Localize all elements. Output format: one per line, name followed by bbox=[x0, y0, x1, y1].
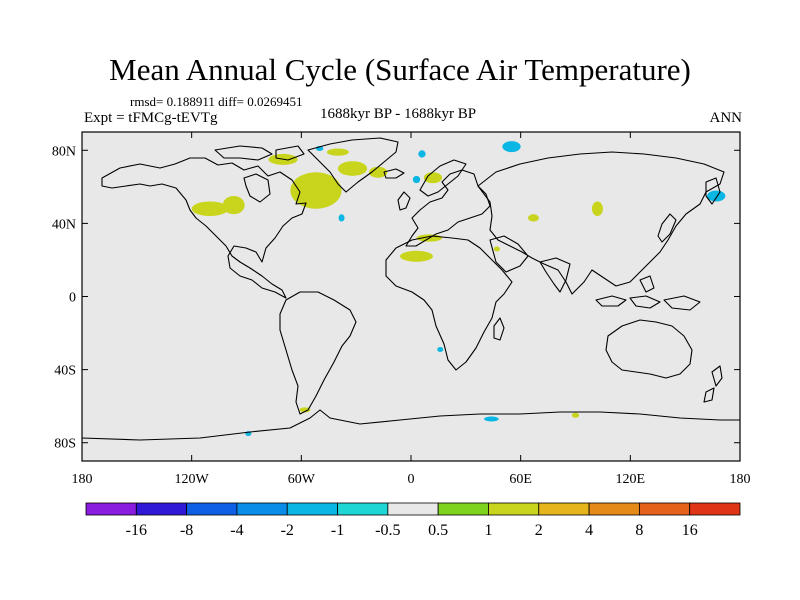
colorbar-label: -2 bbox=[281, 522, 294, 539]
lon-tick-label: 60W bbox=[288, 472, 316, 487]
colorbar-swatch bbox=[286, 502, 338, 516]
colorbar-swatch bbox=[135, 502, 188, 516]
anomaly-layer bbox=[191, 141, 726, 437]
colorbar-swatch bbox=[387, 502, 439, 516]
anomaly-north-america-central bbox=[222, 195, 245, 215]
lon-tick-label: 120E bbox=[616, 472, 646, 487]
anomaly-antarctic-indian-cool bbox=[484, 416, 499, 422]
map-frame-group: 180 120W 60W 0 60E 120E 180 80N 40N 0 40S 80S -16 -8… bbox=[52, 131, 751, 539]
colorbar-label: 16 bbox=[682, 522, 698, 539]
coast-south-america bbox=[279, 291, 357, 415]
coast-madagascar bbox=[493, 317, 505, 341]
anomaly-labrador-sea-edge bbox=[290, 172, 342, 209]
lon-tick-label: 0 bbox=[408, 472, 415, 487]
coast-arabia bbox=[489, 235, 529, 273]
lat-tick-label: 80N bbox=[52, 144, 76, 159]
lat-tick-label: 40N bbox=[52, 217, 76, 232]
coast-kamchatka bbox=[705, 177, 721, 205]
colorbar-swatch bbox=[638, 502, 691, 516]
anomaly-atlantic-cool bbox=[338, 214, 345, 222]
rmsd-diff-stats: rmsd= 0.188911 diff= 0.0269451 bbox=[130, 94, 303, 109]
lat-tick-label: 0 bbox=[69, 291, 76, 306]
colorbar-swatch bbox=[337, 502, 389, 516]
experiment-label: Expt = tFMCg-tEVTg bbox=[84, 110, 218, 126]
colorbar-swatch bbox=[186, 502, 238, 516]
anomaly-norway-cool bbox=[412, 175, 421, 184]
anomaly-east-asia bbox=[591, 201, 603, 217]
anomaly-scandinavia bbox=[423, 172, 443, 184]
coast-new-guinea bbox=[663, 295, 701, 311]
coast-indonesia bbox=[595, 275, 661, 309]
colorbar-swatch bbox=[488, 502, 540, 516]
coast-africa bbox=[385, 235, 513, 371]
coast-iceland bbox=[383, 168, 405, 179]
lon-tick-label: 180 bbox=[72, 472, 93, 487]
colorbar-swatch bbox=[437, 502, 489, 516]
colorbar-label: -16 bbox=[126, 522, 147, 539]
coast-greenland bbox=[307, 137, 399, 193]
lon-tick-label: 60E bbox=[509, 472, 532, 487]
coast-japan bbox=[657, 213, 677, 243]
colorbar-label: 8 bbox=[635, 522, 643, 539]
anomaly-southern-ocean-weddell bbox=[299, 407, 311, 413]
anomaly-central-asia bbox=[527, 214, 539, 222]
colorbar-label: 4 bbox=[585, 522, 593, 539]
colorbar-label: 0.5 bbox=[428, 522, 448, 539]
anomaly-kamchatka-cool bbox=[707, 190, 726, 202]
colorbar-swatch bbox=[85, 502, 137, 516]
colorbar-label: 2 bbox=[535, 522, 543, 539]
season-label: ANN bbox=[709, 110, 743, 126]
colorbar-swatch bbox=[588, 502, 640, 516]
plot-title: Mean Annual Cycle (Surface Air Temperatu… bbox=[109, 52, 691, 87]
coast-new-zealand bbox=[703, 365, 723, 403]
lon-tick-label: 180 bbox=[730, 472, 751, 487]
lon-tick-label: 120W bbox=[175, 472, 210, 487]
coast-scandinavia bbox=[419, 159, 467, 197]
period-label: 1688kyr BP - 1688kyr BP bbox=[320, 106, 477, 122]
anomaly-svalbard-cool bbox=[418, 150, 426, 158]
coast-asia bbox=[477, 151, 725, 295]
coast-india bbox=[539, 257, 571, 293]
colorbar: -16 -8 -4 -2 -1 -0.5 0.5 1 2 4 8 16 bbox=[85, 502, 741, 539]
anomaly-arabia bbox=[493, 246, 500, 252]
colorbar-label: -1 bbox=[331, 522, 344, 539]
anomaly-greenland-north bbox=[326, 148, 349, 156]
coast-hudson-bay bbox=[243, 173, 271, 203]
colorbar-swatch bbox=[236, 502, 288, 516]
coastline-layer bbox=[81, 137, 740, 441]
colorbar-swatch bbox=[689, 502, 741, 516]
coast-britain bbox=[397, 191, 411, 211]
anomaly-north-america-west bbox=[191, 201, 229, 217]
colorbar-label: -0.5 bbox=[375, 522, 400, 539]
lat-tick-label: 80S bbox=[54, 437, 76, 452]
coast-arctic-islands bbox=[214, 145, 305, 161]
colorbar-label: -8 bbox=[180, 522, 193, 539]
coast-north-america bbox=[101, 157, 307, 299]
anomaly-iceland bbox=[368, 166, 388, 178]
anomaly-sahel bbox=[400, 250, 433, 262]
tick-layer: 180 120W 60W 0 60E 120E 180 80N 40N 0 40S 80S bbox=[52, 132, 751, 487]
coast-europe bbox=[405, 169, 491, 247]
lat-tick-label: 40S bbox=[54, 364, 76, 379]
colorbar-label: -4 bbox=[230, 522, 243, 539]
colorbar-swatch bbox=[538, 502, 590, 516]
anomaly-barents-cool bbox=[502, 141, 521, 153]
colorbar-label: 1 bbox=[484, 522, 492, 539]
coast-australia bbox=[605, 319, 693, 379]
coast-antarctica bbox=[81, 409, 740, 441]
map-background bbox=[82, 132, 740, 461]
anomaly-greenland-east bbox=[337, 161, 368, 176]
anomaly-southern-ocean-indian bbox=[571, 412, 580, 418]
anomaly-southern-africa-cool bbox=[437, 347, 444, 353]
